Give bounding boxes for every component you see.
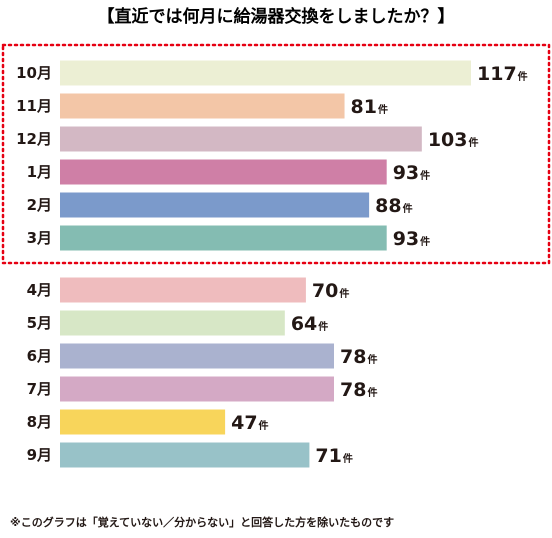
value-number: 64	[291, 313, 317, 335]
value-label: 81件	[351, 96, 388, 118]
value-unit: 件	[420, 235, 430, 248]
value-unit: 件	[367, 353, 377, 366]
category-label: 1月	[27, 163, 52, 181]
value-unit: 件	[403, 202, 413, 215]
value-number: 78	[340, 346, 366, 368]
value-number: 78	[340, 379, 366, 401]
bar	[60, 159, 387, 185]
value-number: 88	[375, 195, 401, 217]
category-label: 10月	[16, 64, 52, 82]
bar	[60, 225, 387, 251]
value-label: 93件	[393, 162, 430, 184]
value-label: 47件	[231, 412, 268, 434]
category-label: 7月	[27, 380, 52, 398]
bar	[60, 277, 306, 303]
bar	[60, 126, 422, 152]
category-label: 6月	[27, 347, 52, 365]
category-label: 2月	[27, 196, 52, 214]
value-label: 78件	[340, 379, 377, 401]
value-number: 93	[393, 228, 419, 250]
category-label: 12月	[16, 130, 52, 148]
value-label: 103件	[428, 129, 479, 151]
category-label: 4月	[27, 281, 52, 299]
value-label: 71件	[315, 445, 352, 467]
value-number: 117	[477, 63, 517, 85]
footnote: ※このグラフは「覚えていない／分からない」と回答した方を除いたものです	[10, 515, 394, 529]
bar	[60, 376, 334, 402]
bar	[60, 310, 285, 336]
value-unit: 件	[367, 386, 377, 399]
value-unit: 件	[420, 169, 430, 182]
category-label: 8月	[27, 413, 52, 431]
category-label: 3月	[27, 229, 52, 247]
bar	[60, 93, 345, 119]
bar	[60, 343, 334, 369]
category-label: 9月	[27, 446, 52, 464]
bar	[60, 60, 471, 86]
value-unit: 件	[343, 452, 353, 465]
value-unit: 件	[378, 103, 388, 116]
value-number: 81	[351, 96, 377, 118]
bar	[60, 192, 370, 218]
value-number: 93	[393, 162, 419, 184]
chart-title: 【直近では何月に給湯器交換をしましたか？】	[98, 6, 455, 27]
value-unit: 件	[339, 287, 349, 300]
value-unit: 件	[518, 70, 528, 83]
bar	[60, 442, 310, 468]
value-number: 47	[231, 412, 257, 434]
value-label: 88件	[375, 195, 412, 217]
bar	[60, 409, 226, 435]
highlight-box	[1, 43, 551, 265]
value-label: 78件	[340, 346, 377, 368]
value-label: 64件	[291, 313, 328, 335]
value-unit: 件	[468, 136, 478, 149]
value-label: 70件	[312, 280, 349, 302]
value-label: 93件	[393, 228, 430, 250]
value-number: 103	[428, 129, 468, 151]
value-number: 71	[315, 445, 341, 467]
category-label: 5月	[27, 314, 52, 332]
category-label: 11月	[16, 97, 52, 115]
value-unit: 件	[259, 419, 269, 432]
value-unit: 件	[318, 320, 328, 333]
value-label: 117件	[477, 63, 528, 85]
value-number: 70	[312, 280, 338, 302]
